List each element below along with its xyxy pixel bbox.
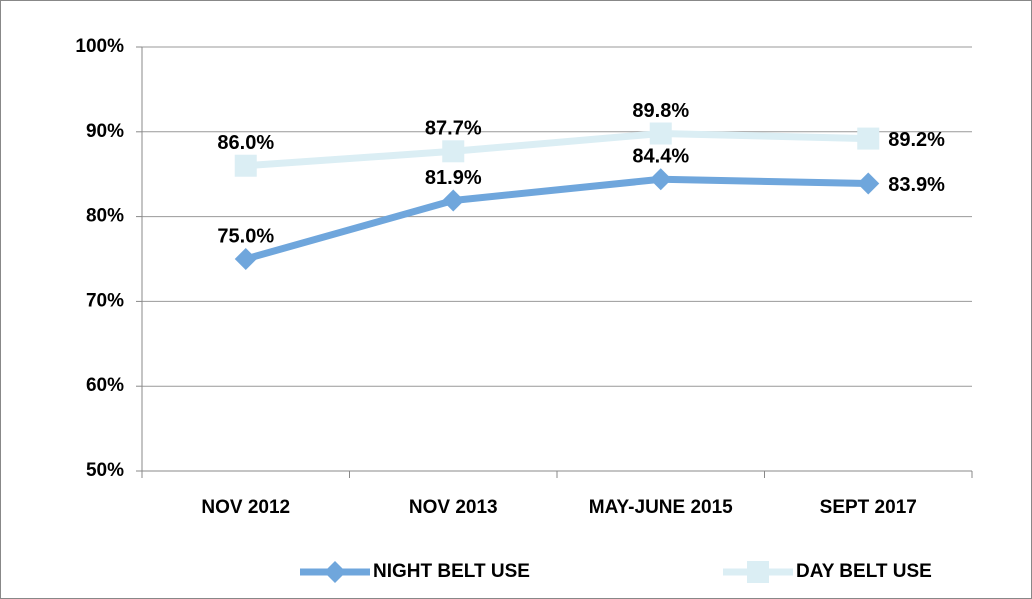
data-label: 87.7% xyxy=(425,118,482,140)
legend-marker xyxy=(324,561,346,583)
x-tick-label: MAY-JUNE 2015 xyxy=(589,497,733,518)
legend-label: NIGHT BELT USE xyxy=(373,561,530,582)
legend-marker xyxy=(747,561,769,583)
data-label: 89.2% xyxy=(888,129,945,151)
marker xyxy=(857,127,880,150)
marker xyxy=(649,168,672,191)
y-tick-label: 100% xyxy=(75,36,124,57)
data-label: 86.0% xyxy=(217,132,274,154)
y-tick-label: 80% xyxy=(86,206,124,227)
y-tick-label: 70% xyxy=(86,290,124,311)
y-tick-label: 50% xyxy=(86,460,124,481)
marker xyxy=(442,189,465,212)
x-tick-label: SEPT 2017 xyxy=(820,497,917,518)
series-line xyxy=(244,175,869,263)
marker xyxy=(442,140,465,163)
data-label: 84.4% xyxy=(632,146,689,168)
y-tick-label: 90% xyxy=(86,121,124,142)
legend-label: DAY BELT USE xyxy=(796,561,932,582)
data-label: 75.0% xyxy=(217,225,274,247)
marker xyxy=(234,154,257,177)
marker xyxy=(857,172,880,195)
x-tick-label: NOV 2012 xyxy=(201,497,290,518)
y-tick-label: 60% xyxy=(86,375,124,396)
marker xyxy=(234,248,257,270)
data-label: 83.9% xyxy=(888,174,945,196)
marker xyxy=(649,122,672,145)
x-tick-label: NOV 2013 xyxy=(409,497,498,518)
series-line xyxy=(245,129,869,170)
data-label: 89.8% xyxy=(632,100,689,122)
data-label: 81.9% xyxy=(425,167,482,189)
